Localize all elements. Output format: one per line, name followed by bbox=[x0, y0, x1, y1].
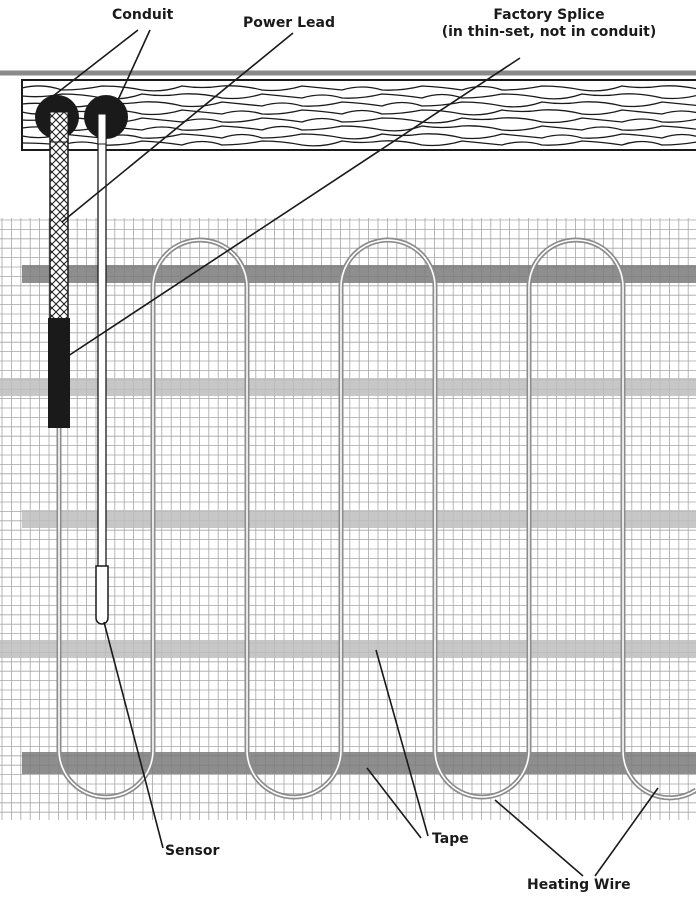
wood-grain bbox=[21, 85, 696, 147]
wood-grain-line bbox=[21, 140, 696, 147]
label-factory-splice: Factory Splice (in thin-set, not in cond… bbox=[408, 7, 690, 41]
wood-grain-line bbox=[21, 85, 696, 92]
tape-strip bbox=[22, 510, 696, 528]
tape-strip bbox=[22, 265, 696, 283]
wood-grain-line bbox=[21, 125, 696, 132]
label-power-lead: Power Lead bbox=[243, 15, 335, 31]
tape-strip bbox=[0, 640, 696, 658]
label-factory-splice-line1: Factory Splice bbox=[493, 7, 605, 23]
heating-wire bbox=[56, 237, 696, 801]
leader-lines bbox=[47, 29, 659, 877]
wood-grain-line bbox=[21, 101, 696, 108]
label-sensor: Sensor bbox=[165, 843, 220, 859]
label-heating-wire: Heating Wire bbox=[527, 877, 631, 893]
power-lead bbox=[48, 109, 70, 428]
label-conduit: Conduit bbox=[112, 7, 174, 23]
wood-grain-line bbox=[21, 109, 696, 116]
wood-grain-line bbox=[21, 93, 696, 100]
tape-strip bbox=[22, 752, 696, 774]
factory-splice bbox=[48, 318, 70, 428]
sensor-bulb bbox=[95, 565, 109, 625]
tape-strip bbox=[0, 378, 696, 396]
wood-plate bbox=[21, 79, 696, 151]
label-tape: Tape bbox=[432, 831, 469, 847]
wood-grain-line bbox=[21, 133, 696, 140]
label-factory-splice-line2: (in thin-set, not in conduit) bbox=[441, 24, 657, 40]
wood-grain-line bbox=[21, 117, 696, 124]
